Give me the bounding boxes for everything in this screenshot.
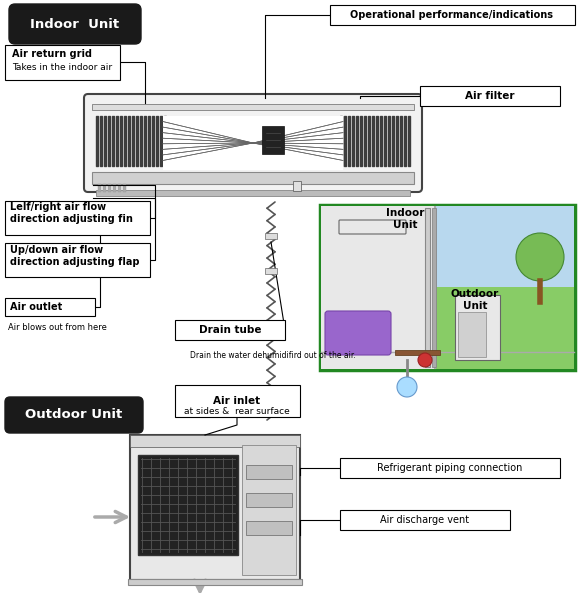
Text: Drain the water dehumidifird out of the air.: Drain the water dehumidifird out of the … (190, 350, 356, 359)
Bar (128, 579, 302, 585)
Bar (455, 295, 500, 360)
Bar (130, 435, 300, 580)
Text: Up/down air flow
direction adjusting flap: Up/down air flow direction adjusting fla… (10, 245, 140, 267)
Bar (113, 184, 116, 192)
Bar (123, 184, 126, 192)
Bar (242, 445, 296, 575)
FancyBboxPatch shape (325, 311, 391, 355)
Text: Outdoor Unit: Outdoor Unit (26, 408, 123, 422)
Bar (340, 510, 510, 530)
Text: Air blows out from here: Air blows out from here (8, 324, 107, 333)
FancyBboxPatch shape (84, 94, 422, 192)
Text: Indoor  Unit: Indoor Unit (30, 18, 119, 30)
Bar (330, 5, 575, 25)
Text: Indoor
Unit: Indoor Unit (386, 208, 424, 230)
Bar (5, 243, 150, 277)
Bar (420, 86, 560, 106)
Bar (435, 206, 574, 287)
Text: Lelf/right air flow
direction adjusting fin: Lelf/right air flow direction adjusting … (10, 202, 133, 224)
Bar (5, 298, 95, 316)
Bar (395, 350, 440, 355)
Bar (130, 435, 300, 447)
Bar (458, 312, 486, 357)
Bar (293, 181, 301, 191)
Bar (340, 458, 560, 478)
Bar (163, 116, 343, 170)
Bar (96, 190, 410, 196)
Text: Air inlet: Air inlet (214, 396, 261, 406)
Bar (98, 184, 101, 192)
Bar (425, 208, 430, 367)
Bar (175, 320, 285, 340)
Bar (118, 184, 121, 192)
FancyBboxPatch shape (339, 220, 406, 234)
Text: Outdoor
Unit: Outdoor Unit (450, 289, 499, 311)
Bar (320, 205, 575, 370)
Bar (321, 206, 435, 369)
Circle shape (418, 353, 432, 367)
Bar (262, 126, 284, 154)
Circle shape (516, 233, 564, 281)
FancyBboxPatch shape (9, 4, 141, 44)
Bar (103, 184, 106, 192)
Bar (265, 233, 277, 239)
Text: Air discharge vent: Air discharge vent (381, 515, 470, 525)
Text: Drain tube: Drain tube (198, 325, 261, 335)
Text: Air return grid: Air return grid (12, 49, 92, 59)
Bar (5, 45, 120, 80)
Text: Operational performance/indications: Operational performance/indications (350, 10, 553, 20)
Bar (435, 206, 574, 369)
Bar (265, 268, 277, 274)
Bar (92, 104, 414, 110)
Text: Refrigerant piping connection: Refrigerant piping connection (377, 463, 523, 473)
Bar (108, 184, 111, 192)
Bar (5, 201, 150, 235)
Text: Air filter: Air filter (465, 91, 514, 101)
Bar (265, 390, 277, 396)
Bar (246, 521, 292, 535)
Bar (138, 455, 238, 555)
Circle shape (397, 377, 417, 397)
Text: Takes in the indoor air: Takes in the indoor air (12, 62, 112, 71)
Bar (92, 172, 414, 184)
Bar (246, 493, 292, 507)
Bar (175, 385, 300, 417)
FancyBboxPatch shape (5, 397, 143, 433)
Bar (432, 208, 436, 367)
Text: Air outlet: Air outlet (10, 302, 62, 312)
Text: at sides &  rear surface: at sides & rear surface (184, 408, 290, 416)
Bar (246, 465, 292, 479)
